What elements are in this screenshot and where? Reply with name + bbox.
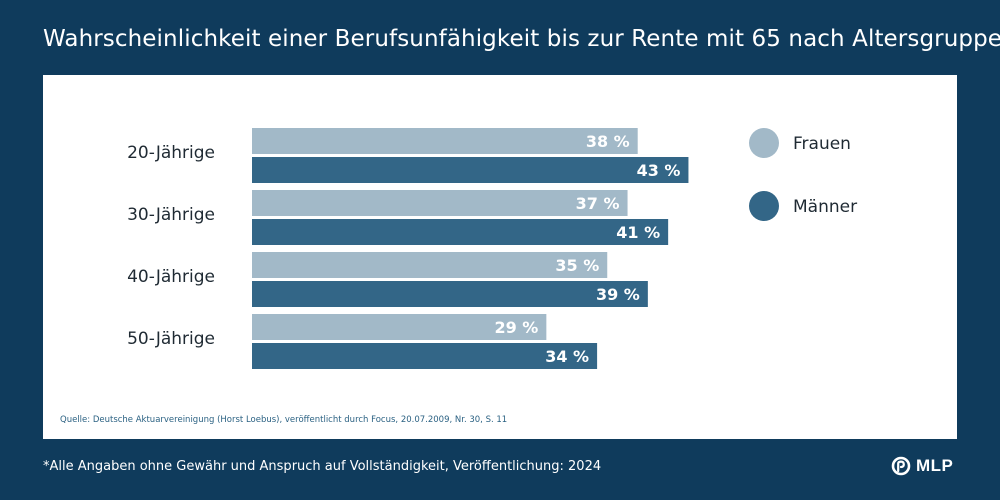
data-label: 41 % — [616, 223, 660, 242]
data-label: 37 % — [576, 194, 620, 213]
legend-swatch-maenner — [749, 191, 779, 221]
data-label: 29 % — [494, 318, 538, 337]
legend-swatch-frauen — [749, 128, 779, 158]
data-label: 34 % — [545, 347, 589, 366]
logo-text: MLP — [916, 456, 954, 475]
mlp-logo-icon — [891, 456, 911, 476]
mlp-logo: MLP — [891, 456, 953, 476]
footnote: *Alle Angaben ohne Gewähr und Anspruch a… — [43, 459, 602, 474]
bar-maenner — [252, 219, 669, 245]
bar-frauen — [252, 314, 547, 340]
category-label: 50-Jährige — [127, 329, 215, 349]
chart-title: Wahrscheinlichkeit einer Berufsunfähigke… — [43, 26, 1000, 52]
chart-panel: 20-Jährige 38 % 43 % 30-Jährige 37 % 41 % 40-J… — [43, 75, 957, 439]
legend-label: Frauen — [793, 134, 851, 154]
bar-maenner — [252, 281, 648, 307]
source-note: Quelle: Deutsche Aktuarvereinigung (Hors… — [60, 415, 508, 425]
bar-frauen — [252, 190, 628, 216]
bar-maenner — [252, 157, 689, 183]
category-label: 40-Jährige — [127, 267, 215, 287]
data-label: 38 % — [586, 132, 630, 151]
category-label: 20-Jährige — [127, 143, 215, 163]
bar-maenner — [252, 343, 598, 369]
data-label: 35 % — [555, 256, 599, 275]
bar-frauen — [252, 128, 638, 154]
bar-chart: 20-Jährige 38 % 43 % 30-Jährige 37 % 41 % 40-J… — [127, 128, 857, 369]
data-label: 39 % — [596, 285, 640, 304]
legend-label: Männer — [793, 197, 857, 217]
category-label: 30-Jährige — [127, 205, 215, 225]
bar-frauen — [252, 252, 608, 278]
data-label: 43 % — [637, 161, 681, 180]
